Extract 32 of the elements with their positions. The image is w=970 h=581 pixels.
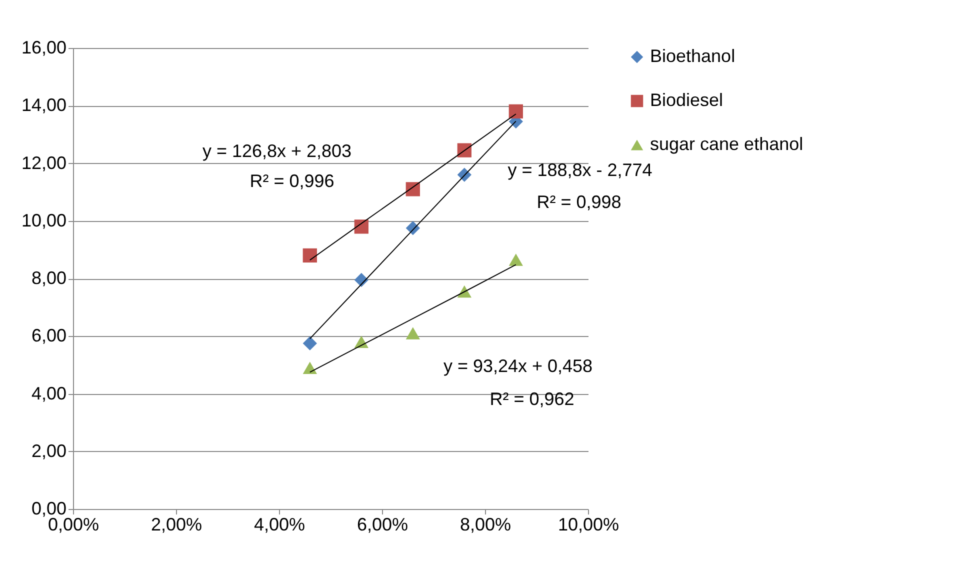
annotation: R² = 0,996: [250, 171, 334, 191]
point: [354, 220, 368, 234]
point: [406, 327, 420, 340]
x-tick-label: 10,00%: [558, 514, 620, 534]
point: [406, 182, 420, 196]
x-tick-label: 2,00%: [150, 514, 202, 534]
x-tick-label: 6,00%: [356, 514, 408, 534]
legend-label: sugar cane ethanol: [650, 134, 804, 154]
legend-label: Biodiesel: [650, 90, 724, 110]
y-tick-label: 14,00: [21, 95, 66, 116]
y-tick-label: 6,00: [31, 326, 66, 346]
annotation: y = 188,8x - 2,774: [508, 160, 652, 180]
point: [406, 221, 420, 236]
point: [457, 143, 472, 158]
point: [302, 336, 317, 350]
point: [508, 104, 523, 118]
y-tick-label: 12,00: [21, 152, 66, 173]
point: [508, 254, 523, 266]
point: [302, 248, 317, 263]
x-tick-label: 4,00%: [254, 514, 306, 534]
annotation: y = 126,8x + 2,803: [202, 141, 352, 161]
annotation: y = 93,24x + 0,458: [443, 356, 593, 376]
annotation: R² = 0,998: [536, 192, 622, 212]
y-tick-label: 8,00: [31, 268, 66, 288]
annotation: R² = 0,962: [490, 389, 574, 409]
legend-label: Bioethanol: [650, 46, 736, 66]
y-tick-label: 16,00: [21, 38, 66, 58]
point: [302, 362, 317, 374]
y-tick-label: 4,00: [31, 383, 66, 404]
y-tick-label: 10,00: [21, 210, 66, 230]
y-tick-label: 2,00: [31, 440, 66, 461]
x-tick-label: 8,00%: [460, 514, 512, 534]
